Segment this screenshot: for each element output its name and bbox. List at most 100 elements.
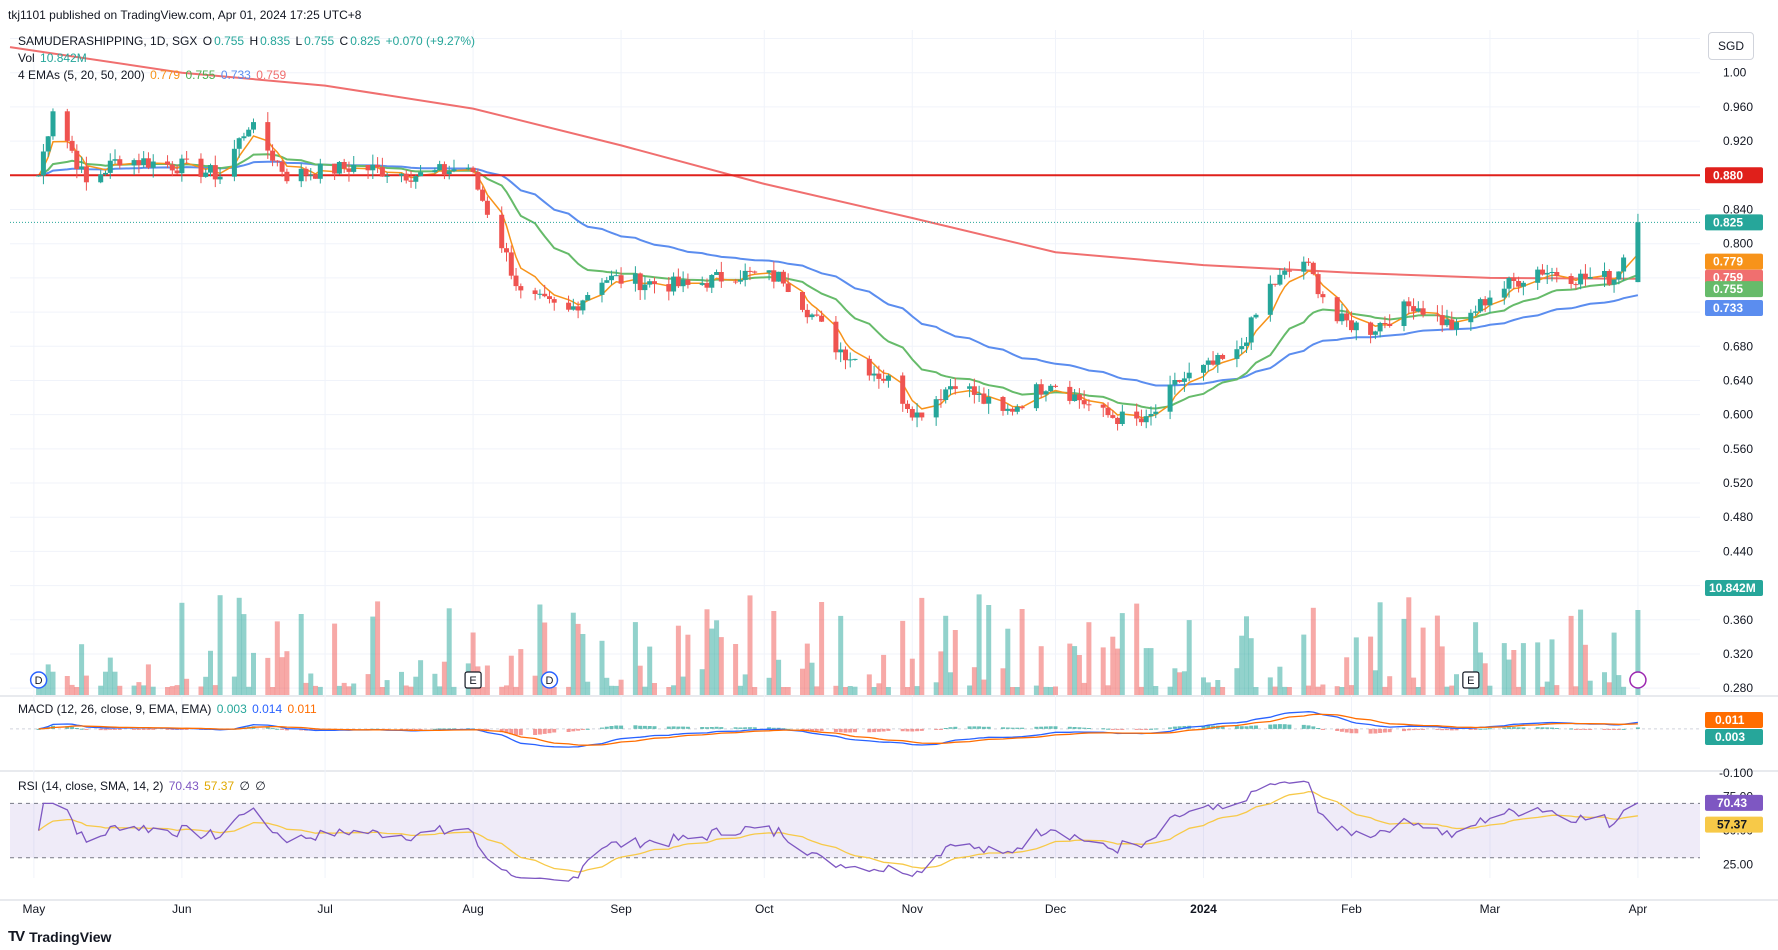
ema50-line: [38, 160, 1639, 387]
candle-body: [1253, 314, 1259, 318]
candle-body: [566, 302, 572, 310]
volume-bar: [866, 674, 872, 695]
volume-bar: [413, 676, 419, 695]
price-tick-label: 0.360: [1723, 613, 1753, 627]
candle-body: [1143, 416, 1149, 423]
candle-body: [618, 275, 624, 284]
candle-body: [437, 164, 443, 171]
macd-histogram-bar: [1607, 728, 1612, 730]
candle-body: [432, 170, 438, 173]
candle-body: [231, 148, 237, 177]
candle-body: [1582, 273, 1588, 279]
footer-brand[interactable]: TV TradingView: [8, 928, 112, 945]
candle-body: [1382, 323, 1388, 324]
candle-body: [499, 214, 505, 249]
high-value: 0.835: [260, 34, 291, 48]
ema-legend: 4 EMAs (5, 20, 50, 200) 0.779 0.755 0.73…: [18, 68, 287, 82]
volume-bar: [251, 652, 256, 695]
volume-bar: [441, 661, 447, 695]
event-marker-label: E: [1467, 675, 1474, 687]
rsi-axis-tag-text: 57.37: [1717, 818, 1747, 832]
close-label: C: [339, 34, 349, 48]
macd-histogram-bar: [585, 728, 590, 730]
candle-body: [399, 173, 404, 176]
candle-body: [1516, 281, 1522, 287]
macd-histogram-bar: [915, 728, 920, 732]
candle-body: [881, 378, 887, 381]
macd-histogram-bar: [1239, 726, 1244, 729]
volume-bar: [484, 665, 490, 695]
macd-histogram-bar: [1311, 726, 1316, 729]
candle-body: [1415, 308, 1421, 312]
macd-histogram-bar: [943, 728, 948, 729]
macd-histogram-bar: [771, 727, 776, 729]
macd-histogram-bar: [442, 728, 447, 730]
macd-histogram-bar: [1101, 728, 1106, 730]
macd-histogram-bar: [1206, 725, 1211, 729]
macd-histogram-bar: [184, 728, 189, 730]
time-tick-label: 2024: [1190, 902, 1217, 916]
candle-body: [1315, 274, 1321, 295]
volume-bar: [198, 686, 204, 695]
volume-bar: [1239, 635, 1245, 695]
macd-legend: MACD (12, 26, close, 9, EMA, EMA) 0.003 …: [18, 702, 317, 716]
volume-bar: [1048, 687, 1054, 695]
volume-bar: [1053, 686, 1058, 695]
volume-bar: [1449, 685, 1455, 695]
candle-body: [866, 358, 872, 376]
volume-bar: [1110, 636, 1116, 695]
candle-body: [1282, 270, 1288, 275]
volume-bar: [742, 674, 748, 695]
volume-bar: [174, 685, 180, 695]
macd-histogram-bar: [1015, 727, 1020, 729]
volume-bar: [675, 625, 681, 695]
candle-body: [814, 314, 820, 316]
rsi-legend: RSI (14, close, SMA, 14, 2) 70.43 57.37 …: [18, 779, 266, 793]
volume-bar: [1582, 644, 1588, 695]
volume-bar: [1086, 622, 1092, 695]
candle-body: [1076, 394, 1082, 401]
candle-body: [1420, 308, 1426, 315]
currency-button[interactable]: SGD: [1708, 32, 1754, 60]
macd-histogram-bar: [437, 728, 442, 730]
candle-body: [1434, 314, 1440, 316]
candle-body: [733, 281, 739, 283]
time-tick-label: Jul: [317, 902, 332, 916]
candle-body: [508, 252, 514, 276]
macd-histogram-bar: [1048, 726, 1053, 729]
candle-body: [604, 280, 610, 283]
macd-histogram-bar: [1368, 728, 1373, 734]
time-tick-label: Sep: [610, 902, 632, 916]
candle-body: [441, 164, 447, 174]
candle-body: [351, 165, 357, 172]
macd-histogram-bar: [136, 728, 141, 730]
candle-body: [1602, 271, 1607, 277]
volume-bar: [599, 640, 605, 695]
volume-bar: [50, 671, 56, 695]
macd-histogram-bar: [953, 726, 958, 729]
candle-body: [1454, 322, 1459, 330]
volume-bar: [1267, 677, 1273, 695]
volume-bar: [819, 602, 825, 695]
macd-histogram-bar: [752, 727, 757, 729]
volume-bar: [40, 684, 46, 695]
candle-body: [1067, 386, 1073, 401]
volume-bar: [69, 684, 75, 695]
candle-body: [136, 160, 142, 166]
volume-bar: [1119, 613, 1125, 695]
macd-histogram-bar: [1301, 724, 1306, 729]
volume-bar: [1005, 628, 1011, 695]
candle-body: [1215, 355, 1221, 365]
macd-histogram-bar: [1339, 728, 1344, 732]
macd-histogram-bar: [404, 728, 409, 730]
event-marker-label: D: [545, 675, 553, 687]
earnings-marker-icon: [1462, 671, 1480, 689]
macd-histogram-bar: [36, 728, 41, 730]
volume-bar: [618, 679, 624, 695]
candle-body: [1100, 404, 1106, 408]
macd-histogram-bar: [108, 728, 113, 730]
volume-bar: [1234, 668, 1240, 695]
candle-body: [317, 163, 323, 179]
candle-body: [1511, 278, 1517, 281]
